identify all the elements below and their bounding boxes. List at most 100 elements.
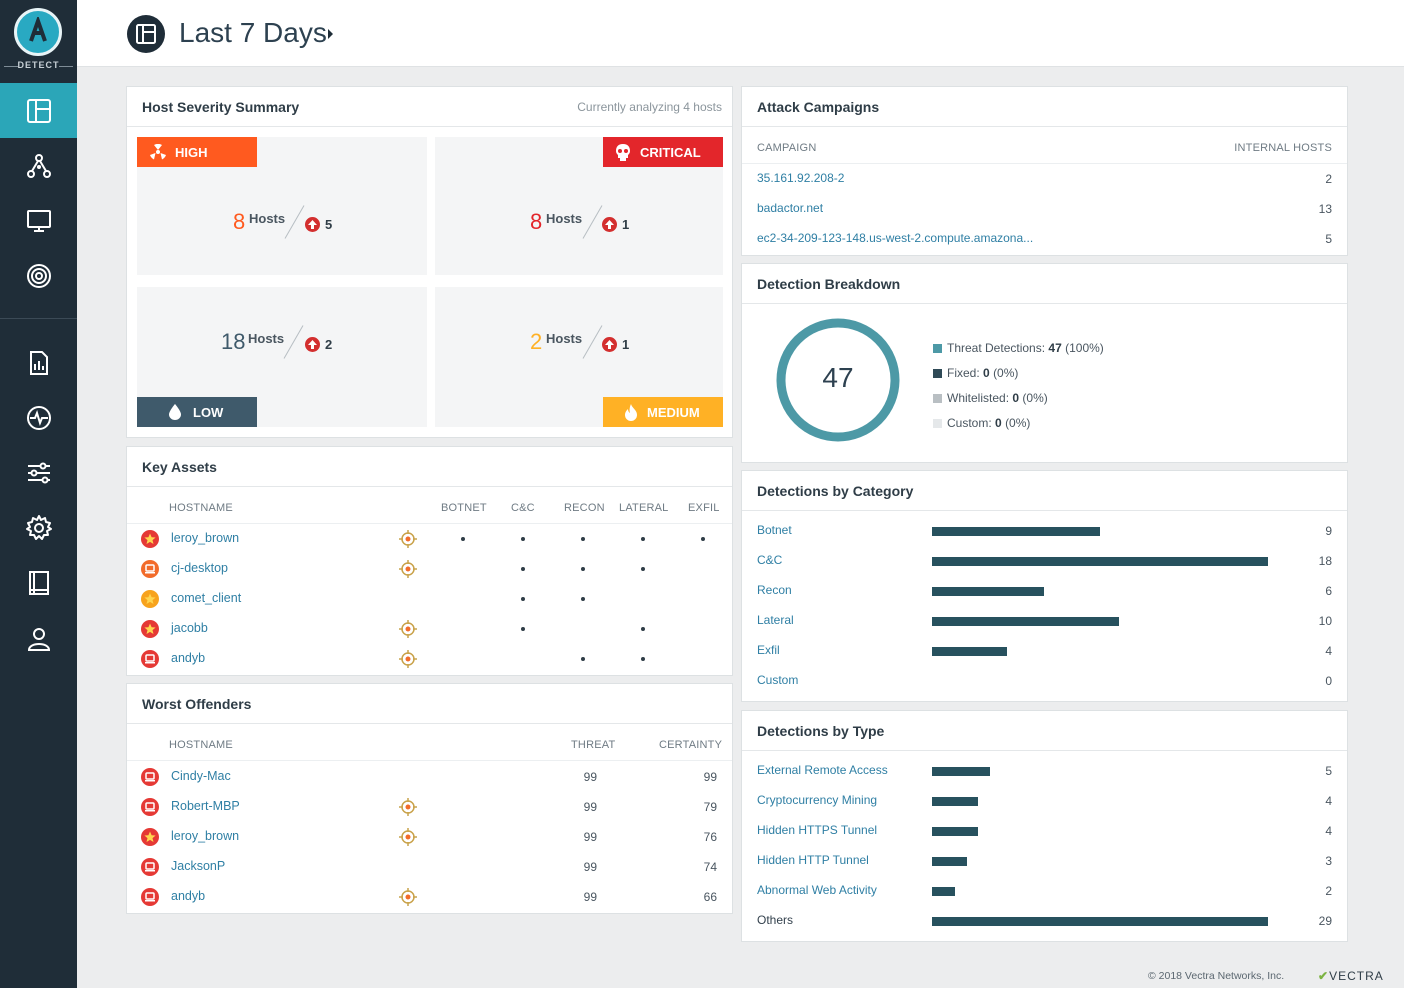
category-label[interactable]: C&C xyxy=(757,553,783,567)
crosshair-target-icon[interactable] xyxy=(399,828,417,851)
column-header-hostname[interactable]: HOSTNAME xyxy=(169,502,233,514)
column-header-lateral[interactable]: LATERAL xyxy=(619,502,669,514)
hostname-link[interactable]: leroy_brown xyxy=(171,829,240,843)
page-title[interactable]: Last 7 Days xyxy=(179,17,327,48)
app-logo[interactable]: DETECT xyxy=(0,0,77,80)
severity-high-count: 8 xyxy=(233,209,246,234)
column-header-threat[interactable]: THREAT xyxy=(571,739,616,751)
category-label[interactable]: Hidden HTTP Tunnel xyxy=(757,853,869,867)
filters-icon xyxy=(27,462,50,483)
crosshair-target-icon[interactable] xyxy=(399,650,417,673)
column-header-exfil[interactable]: EXFIL xyxy=(688,502,720,514)
crosshair-target-icon[interactable] xyxy=(399,798,417,821)
column-header-certainty[interactable]: CERTAINTY xyxy=(659,739,723,751)
category-label[interactable]: Abnormal Web Activity xyxy=(757,883,877,897)
worst-offenders-panel: Worst Offenders HOSTNAME THREAT CERTAINT… xyxy=(126,683,733,914)
severity-divider xyxy=(283,325,304,359)
nav-settings[interactable] xyxy=(0,500,77,555)
campaign-link[interactable]: ec2-34-209-123-148.us-west-2.compute.ama… xyxy=(757,231,1034,245)
severity-low-count: 18 xyxy=(221,329,246,354)
severity-high-box[interactable]: HIGH 8 Hosts 5 xyxy=(137,137,427,275)
hostname-link[interactable]: leroy_brown xyxy=(171,531,240,545)
severity-low-box[interactable]: 18 Hosts 2 LOW xyxy=(137,287,427,427)
legend-value: 0 xyxy=(1012,391,1020,405)
detection-bar xyxy=(932,617,1119,626)
logo-text: DETECT xyxy=(17,60,60,70)
book-icon xyxy=(28,570,49,595)
legend-swatch xyxy=(933,344,942,353)
threat-score: 99 xyxy=(583,800,597,814)
column-header-botnet[interactable]: BOTNET xyxy=(441,502,487,514)
nav-docs[interactable] xyxy=(0,555,77,610)
category-label[interactable]: Recon xyxy=(757,583,792,597)
nav-target[interactable] xyxy=(0,248,77,303)
hostname-link[interactable]: cj-desktop xyxy=(171,561,228,575)
header-divider xyxy=(127,523,732,524)
hostname-link[interactable]: Cindy-Mac xyxy=(171,769,231,783)
detection-bar xyxy=(932,527,1100,536)
legend-value: 47 xyxy=(1048,341,1062,355)
nav-health[interactable] xyxy=(0,390,77,445)
column-header-campaign[interactable]: CAMPAIGN xyxy=(757,142,817,154)
panel-title: Worst Offenders xyxy=(142,696,252,712)
severity-high-badge: HIGH xyxy=(137,137,257,167)
severity-high-hosts-label: Hosts xyxy=(249,211,286,226)
category-label[interactable]: Custom xyxy=(757,673,799,687)
category-label[interactable]: Lateral xyxy=(757,613,794,627)
legend-percent: (0%) xyxy=(1005,416,1031,430)
footer-copyright: © 2018 Vectra Networks, Inc. xyxy=(1148,970,1285,982)
hostname-link[interactable]: andyb xyxy=(171,889,206,903)
column-header-hostname[interactable]: HOSTNAME xyxy=(169,739,233,751)
nav-dashboard[interactable] xyxy=(0,83,77,138)
crosshair-target-icon[interactable] xyxy=(399,530,417,553)
category-label[interactable]: Hidden HTTPS Tunnel xyxy=(757,823,878,837)
nav-account[interactable] xyxy=(0,611,77,666)
legend-label: Threat Detections: xyxy=(947,341,1046,355)
health-icon xyxy=(26,405,51,430)
severity-medium-box[interactable]: 2 Hosts 1 MEDIUM xyxy=(435,287,723,427)
column-header-internal-hosts[interactable]: INTERNAL HOSTS xyxy=(1234,142,1332,154)
detection-dot xyxy=(581,567,585,571)
hostname-link[interactable]: andyb xyxy=(171,651,206,665)
severity-critical-box[interactable]: CRITICAL 8 Hosts 1 xyxy=(435,137,723,275)
hostname-link[interactable]: comet_client xyxy=(171,591,242,605)
campaign-link[interactable]: 35.161.92.208-2 xyxy=(757,171,845,185)
hosts-graph-icon xyxy=(26,153,51,178)
footer-brand-text: VECTRA xyxy=(1329,969,1384,983)
category-label[interactable]: Cryptocurrency Mining xyxy=(757,793,878,807)
time-range-caret-icon[interactable] xyxy=(328,29,333,39)
category-label[interactable]: Botnet xyxy=(757,523,792,537)
flame-icon xyxy=(625,403,637,421)
crosshair-target-icon[interactable] xyxy=(399,560,417,583)
nav-filters[interactable] xyxy=(0,445,77,500)
column-header-cnc[interactable]: C&C xyxy=(511,502,535,514)
monitor-icon xyxy=(26,209,51,232)
detection-dot xyxy=(701,537,705,541)
crosshair-target-icon[interactable] xyxy=(399,888,417,911)
hostname-link[interactable]: Robert-MBP xyxy=(171,799,240,813)
certainty-score: 74 xyxy=(703,860,717,874)
crosshair-target-icon[interactable] xyxy=(399,620,417,643)
detection-count: 5 xyxy=(1325,764,1332,778)
report-icon xyxy=(29,350,48,375)
laptop-host-icon xyxy=(141,650,159,668)
nav-hosts-graph[interactable] xyxy=(0,138,77,193)
column-header-recon[interactable]: RECON xyxy=(564,502,605,514)
campaign-link[interactable]: badactor.net xyxy=(757,201,824,215)
hostname-link[interactable]: JacksonP xyxy=(171,859,226,873)
hostname-link[interactable]: jacobb xyxy=(171,621,208,635)
severity-high-delta: 5 xyxy=(325,217,333,232)
severity-divider xyxy=(582,205,603,239)
certainty-score: 76 xyxy=(703,830,717,844)
detection-dot xyxy=(521,597,525,601)
nav-reports[interactable] xyxy=(0,335,77,390)
severity-low-label: LOW xyxy=(193,404,224,420)
category-label[interactable]: External Remote Access xyxy=(757,763,888,777)
category-label[interactable]: Exfil xyxy=(757,643,780,657)
star-host-icon xyxy=(141,828,159,846)
nav-monitor[interactable] xyxy=(0,193,77,248)
detection-total: 47 xyxy=(822,362,854,393)
detection-dot xyxy=(461,537,465,541)
severity-medium-count: 2 xyxy=(530,329,543,354)
increase-arrow-icon xyxy=(602,217,617,232)
